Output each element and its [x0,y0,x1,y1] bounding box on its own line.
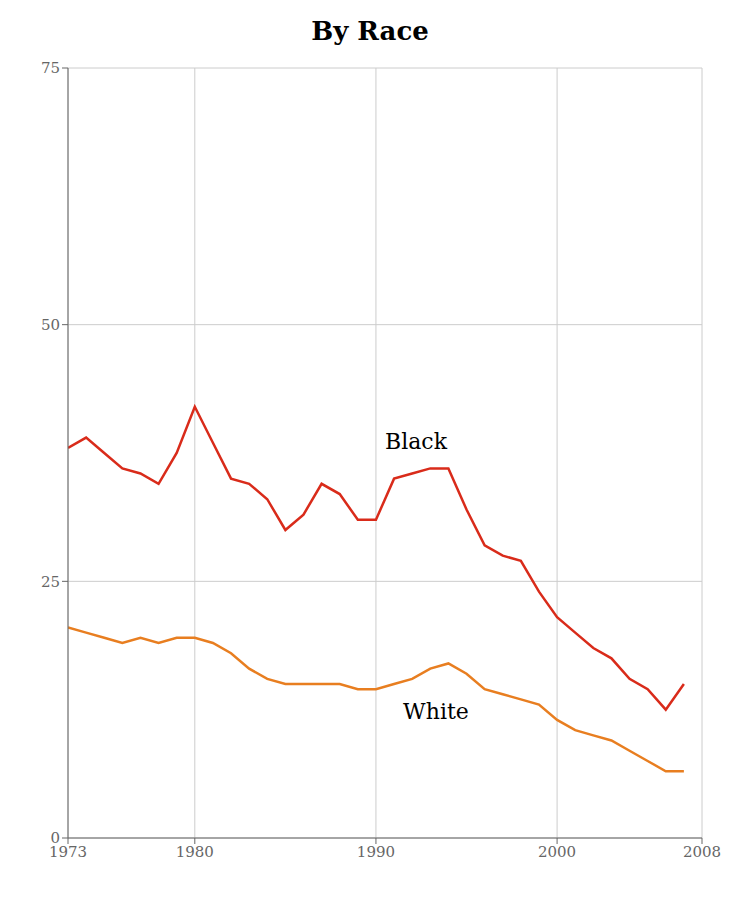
svg-text:2008: 2008 [683,843,721,861]
svg-text:2000: 2000 [538,843,576,861]
svg-text:25: 25 [41,573,60,591]
svg-text:75: 75 [41,59,60,77]
svg-text:Black: Black [385,429,448,454]
svg-text:50: 50 [41,316,60,334]
svg-text:1990: 1990 [357,843,395,861]
html-text:By Race: By Race [311,16,429,46]
svg-text:White: White [403,699,469,724]
svg-text:0: 0 [50,829,60,847]
svg-text:1980: 1980 [176,843,214,861]
svg-text:1973: 1973 [48,842,88,861]
